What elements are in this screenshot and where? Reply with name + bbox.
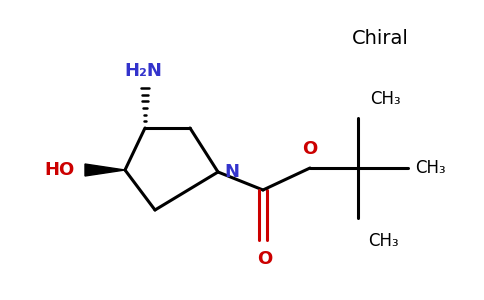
Text: O: O — [257, 250, 272, 268]
Text: CH₃: CH₃ — [415, 159, 446, 177]
Text: O: O — [302, 140, 318, 158]
Text: CH₃: CH₃ — [370, 90, 401, 108]
Text: Chiral: Chiral — [351, 28, 408, 47]
Text: HO: HO — [45, 161, 75, 179]
Text: CH₃: CH₃ — [368, 232, 399, 250]
Text: N: N — [224, 163, 239, 181]
Polygon shape — [85, 164, 125, 176]
Text: H₂N: H₂N — [124, 62, 162, 80]
